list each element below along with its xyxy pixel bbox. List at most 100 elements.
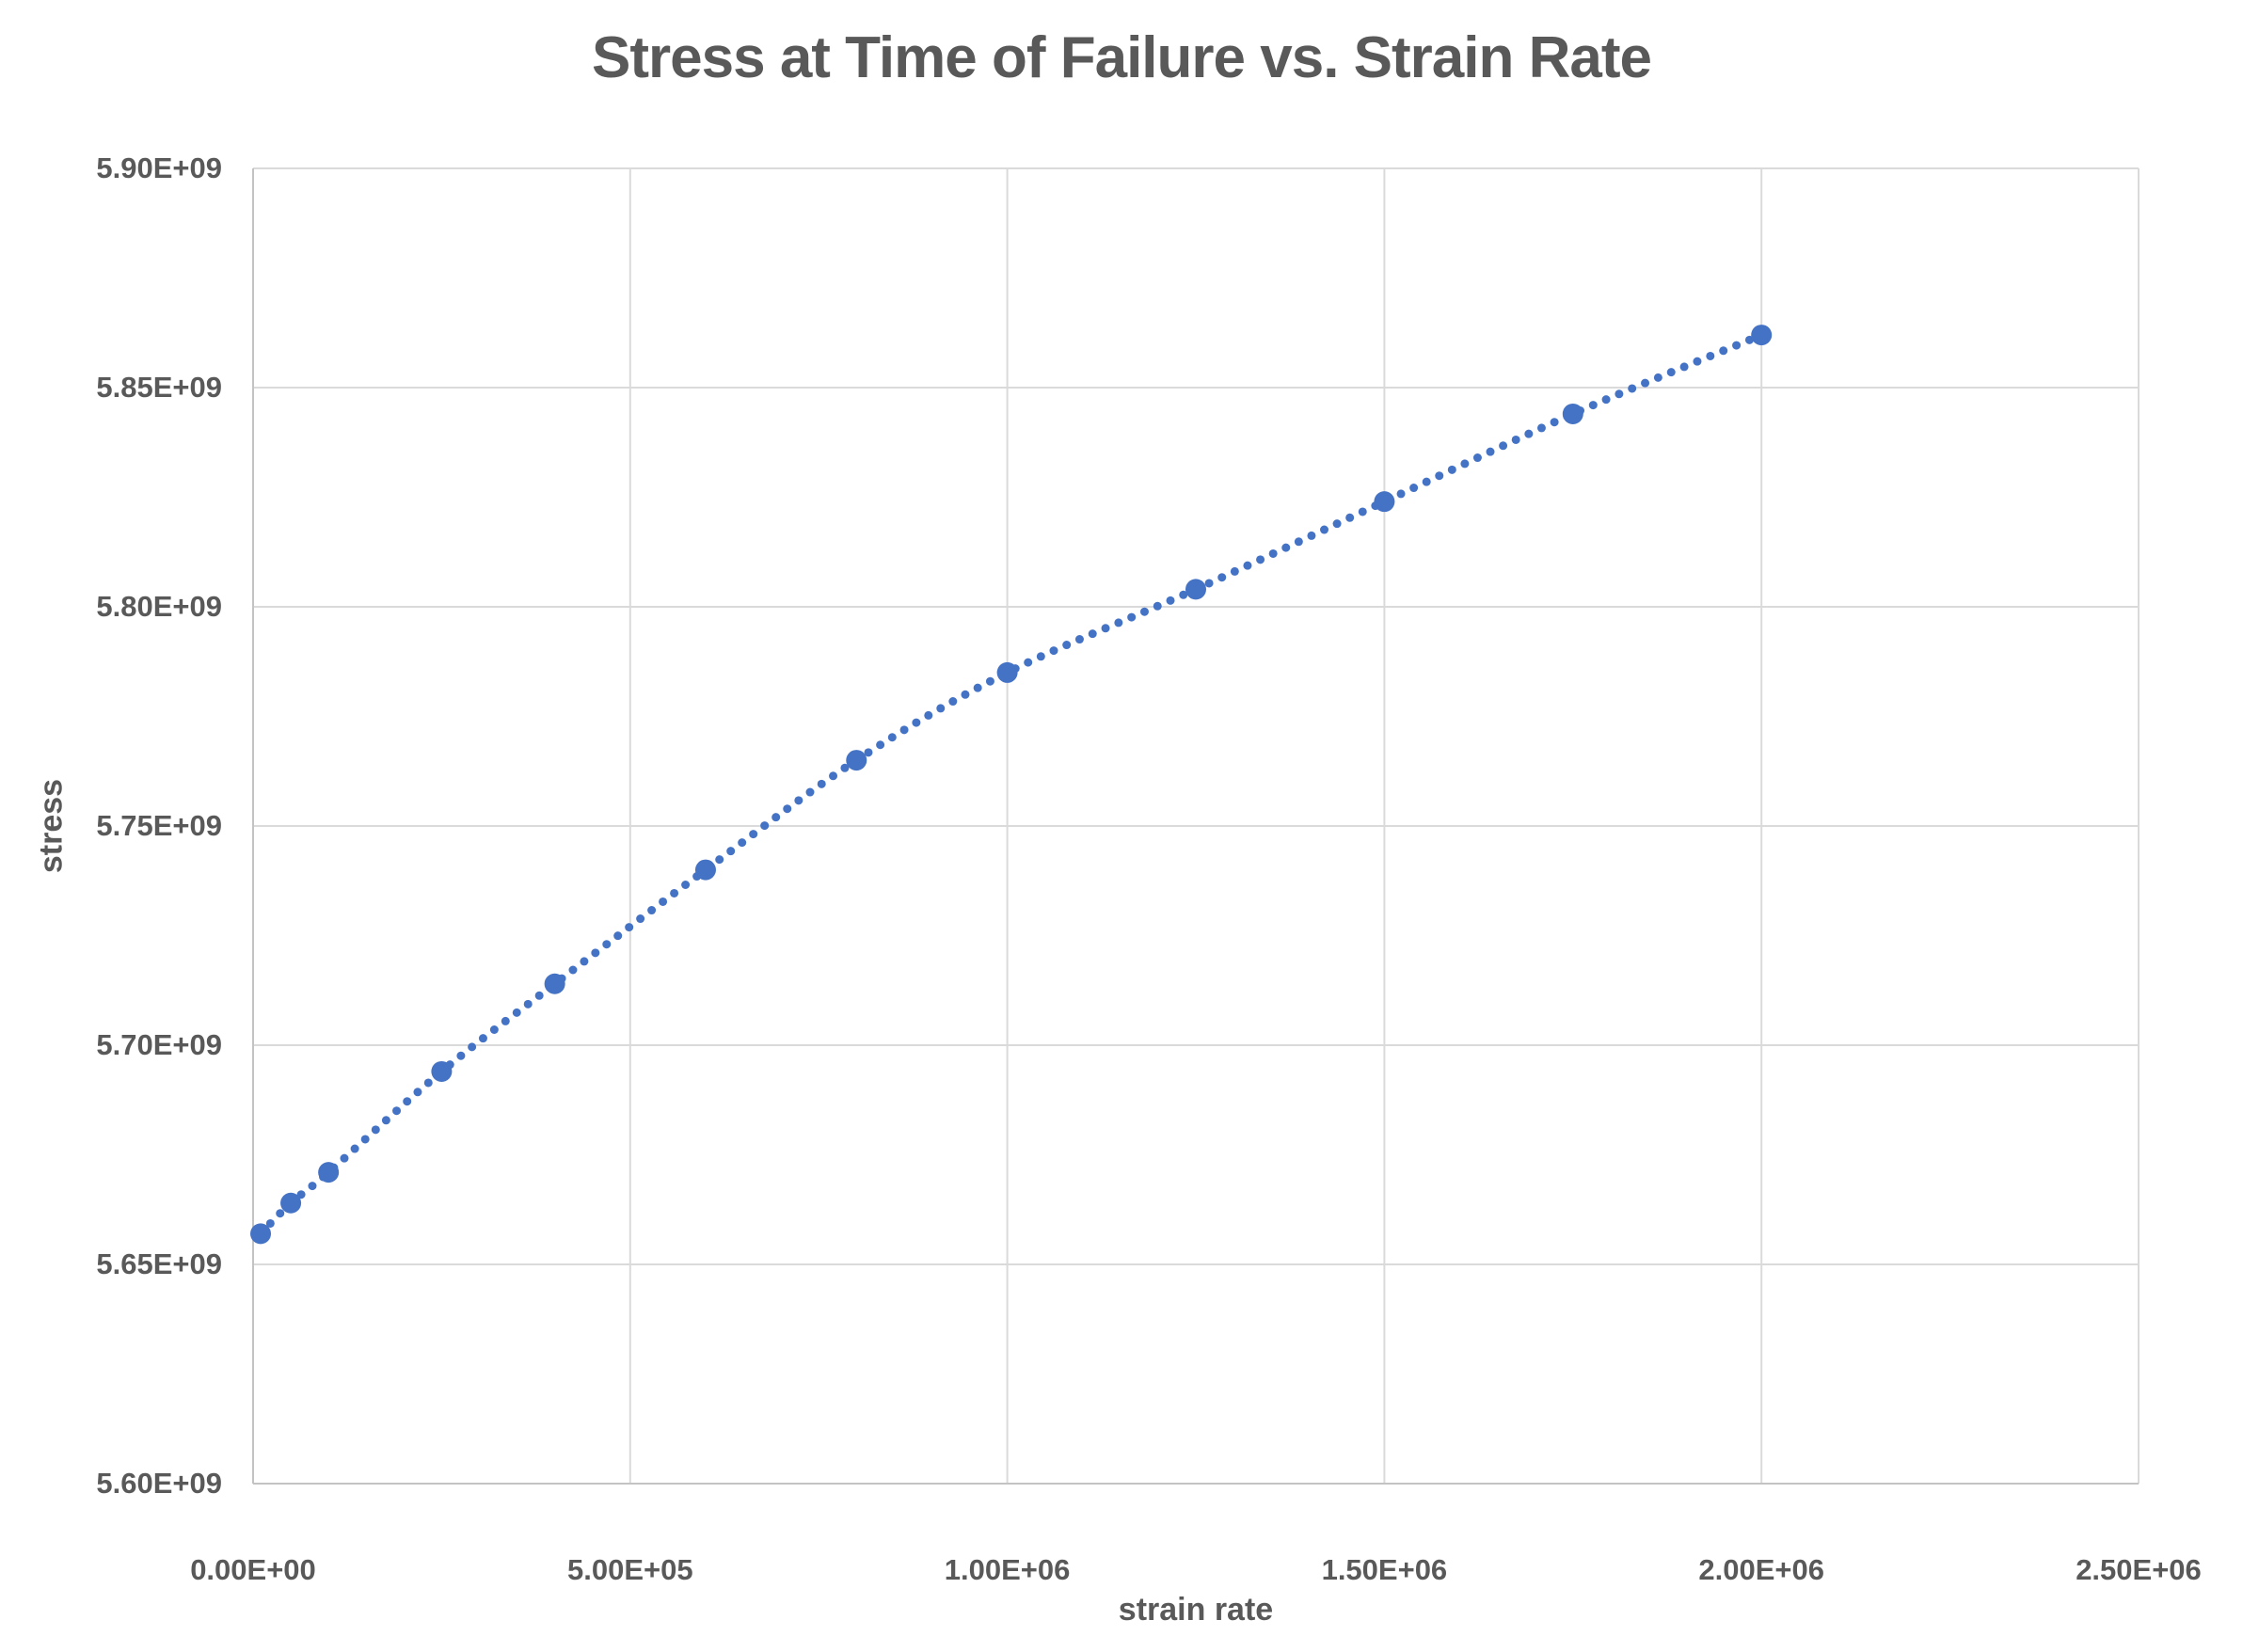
- trendline-dot: [265, 1218, 275, 1228]
- trendline-dot: [1628, 384, 1637, 393]
- trendline-dot: [1049, 646, 1058, 656]
- trendline-dot: [1332, 519, 1342, 529]
- trendline-dot: [1088, 629, 1097, 639]
- trendline-dot: [1024, 658, 1033, 667]
- trendline-dot: [580, 957, 589, 966]
- trendline-dot: [371, 1125, 380, 1135]
- trendline-dot: [1320, 525, 1329, 534]
- data-point: [431, 1060, 453, 1082]
- trendline-dot: [1588, 401, 1598, 410]
- data-point: [1374, 491, 1395, 513]
- data-point: [1751, 325, 1773, 346]
- trendline-dot: [1601, 395, 1611, 405]
- trendline-dot: [1358, 507, 1367, 516]
- trendline-dot: [1536, 423, 1546, 433]
- trendline-dot: [1243, 561, 1252, 570]
- trendline-dot: [1693, 357, 1702, 366]
- trendline-dot: [568, 965, 578, 975]
- trendline-dot: [973, 683, 982, 692]
- trendline-dot: [760, 821, 770, 831]
- trendline-dot: [1114, 618, 1123, 627]
- trendline-dot: [961, 690, 970, 699]
- trendline-dot: [1256, 555, 1265, 564]
- y-tick-label: 5.70E+09: [96, 1028, 222, 1061]
- trendline-dot: [1409, 484, 1419, 493]
- data-point: [1185, 579, 1206, 600]
- trendline-dot: [659, 897, 668, 906]
- trendline-dot: [1615, 389, 1624, 399]
- trendline-dot: [1486, 447, 1495, 456]
- trendline-dot: [1550, 418, 1559, 427]
- trendline-dot: [772, 813, 781, 822]
- trendline-dot: [783, 804, 792, 814]
- trendline-dot: [1345, 513, 1355, 522]
- data-point: [1562, 403, 1583, 424]
- trendline-dot: [1641, 378, 1650, 388]
- trendline-dot: [985, 676, 994, 686]
- y-tick-label: 5.85E+09: [96, 371, 222, 404]
- trendline-dot: [413, 1088, 422, 1097]
- trendline-dot: [1460, 459, 1470, 469]
- x-tick-label: 0.00E+00: [190, 1553, 316, 1586]
- trendline-dot: [308, 1182, 317, 1191]
- x-axis-title: strain rate: [1118, 1592, 1274, 1628]
- trendline-dot: [512, 1008, 521, 1017]
- trendline-dot: [1524, 429, 1534, 438]
- trendline-dot: [876, 740, 885, 750]
- x-tick-label: 5.00E+05: [566, 1553, 693, 1586]
- trendline-dot: [1396, 489, 1406, 499]
- trendline-dot: [591, 948, 600, 958]
- trendline-dot: [1472, 453, 1482, 463]
- x-tick-label: 2.50E+06: [2076, 1553, 2202, 1586]
- trendline-dot: [392, 1106, 402, 1116]
- trendline-dot: [296, 1190, 306, 1199]
- trendline-dot: [478, 1034, 487, 1043]
- trendline-dot: [924, 710, 933, 720]
- trendline-dot: [1101, 624, 1110, 633]
- trendline-dot: [1732, 341, 1742, 350]
- trendline-dot: [1217, 573, 1227, 582]
- trendline-dot: [647, 906, 657, 915]
- trendline-dot: [1230, 566, 1239, 576]
- y-tick-label: 5.60E+09: [96, 1467, 222, 1500]
- trendline-dot: [1422, 477, 1431, 486]
- y-tick-label: 5.75E+09: [96, 809, 222, 842]
- trendline-dot: [715, 855, 724, 865]
- trendline-dot: [523, 999, 533, 1009]
- trendline-dot: [749, 830, 758, 839]
- trendline-dot: [602, 940, 612, 949]
- trendline-dot: [1281, 543, 1291, 552]
- trendline-dot: [1666, 368, 1676, 377]
- trendline-dot: [456, 1051, 466, 1060]
- trendline-dot: [887, 733, 897, 742]
- data-point: [280, 1192, 302, 1214]
- chart-title: Stress at Time of Failure vs. Strain Rat…: [592, 25, 1652, 90]
- trendline-dot: [360, 1135, 370, 1144]
- y-tick-label: 5.90E+09: [96, 151, 222, 184]
- x-tick-label: 1.00E+06: [944, 1553, 1071, 1586]
- trendline-dot: [1679, 362, 1689, 372]
- trendline-dot: [1127, 612, 1137, 622]
- trendline-dot: [1706, 351, 1715, 360]
- trendline-dot: [670, 888, 679, 897]
- trendline-dot: [636, 914, 645, 924]
- trendline-dot: [489, 1025, 499, 1035]
- trendline-dot: [899, 725, 909, 735]
- x-tick-label: 1.50E+06: [1321, 1553, 1448, 1586]
- trendline-dot: [1307, 531, 1316, 540]
- trendline-dot: [403, 1097, 412, 1106]
- trendline-dot: [936, 704, 946, 713]
- trendline-dot: [1268, 548, 1278, 558]
- trendline-dot: [1166, 596, 1175, 605]
- trendline-dot: [423, 1078, 433, 1088]
- trendline-dot: [381, 1116, 390, 1125]
- trendline-dot: [864, 748, 873, 757]
- trendline-dot: [912, 718, 921, 727]
- trendline-dot: [1204, 579, 1214, 588]
- trendline-dot: [681, 880, 691, 889]
- trendline-dot: [1294, 537, 1303, 547]
- trendline-dot: [1074, 635, 1084, 644]
- trendline-dot: [501, 1016, 510, 1025]
- trendline-dot: [1153, 601, 1162, 611]
